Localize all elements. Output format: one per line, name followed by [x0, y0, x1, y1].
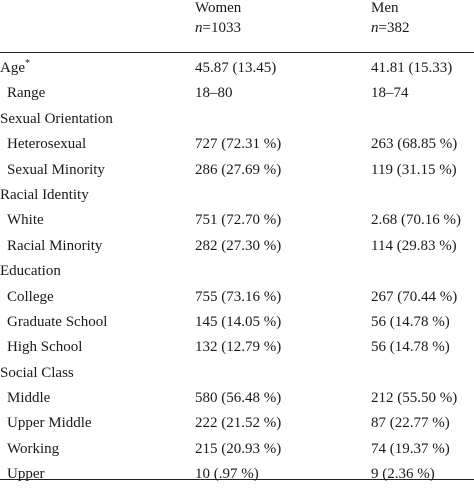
footnote-marker: * — [25, 58, 30, 69]
cell-women: 132 (12.79 %) — [195, 339, 282, 356]
header-men-title: Men — [371, 0, 399, 16]
table-row: Range 18–80 18–74 — [0, 81, 474, 106]
header-men: Men n=382 — [371, 0, 409, 38]
cell-women: 18–80 — [195, 85, 233, 102]
cell-women: 145 (14.05 %) — [195, 313, 282, 330]
cell-women: 755 (73.16 %) — [195, 288, 282, 305]
table-body: Age* 45.87 (13.45) 41.81 (15.33) Range 18–80… — [0, 56, 474, 488]
cell-women: 10 (.97 %) — [195, 466, 259, 483]
cell-women: 282 (27.30 %) — [195, 237, 282, 254]
cell-men: 119 (31.15 %) — [371, 161, 457, 178]
cell-men: 114 (29.83 %) — [371, 237, 457, 254]
cell-men: 212 (55.50 %) — [371, 390, 458, 407]
table-row: Education — [0, 259, 474, 284]
row-label: White — [7, 212, 44, 229]
row-label: Working — [7, 440, 60, 457]
row-label: Racial Identity — [0, 186, 89, 203]
header-men-n: n=382 — [371, 20, 410, 36]
row-label: Middle — [7, 390, 51, 407]
row-label: Social Class — [0, 364, 74, 381]
cell-women: 751 (72.70 %) — [195, 212, 282, 229]
cell-men: 267 (70.44 %) — [371, 288, 458, 305]
cell-women: 222 (21.52 %) — [195, 415, 282, 432]
cell-men: 18–74 — [371, 85, 409, 102]
cell-men: 41.81 (15.33) — [371, 60, 453, 76]
row-label: Heterosexual — [7, 136, 87, 153]
row-label: Age* — [0, 58, 30, 77]
bottom-rule — [0, 479, 474, 480]
header-women-title: Women — [195, 0, 242, 16]
cell-women: 215 (20.93 %) — [195, 440, 282, 457]
table-row: Working 215 (20.93 %) 74 (19.37 %) — [0, 437, 474, 462]
header-women: Women n=1033 — [195, 0, 241, 38]
row-label: Graduate School — [7, 313, 108, 330]
row-label: Sexual Minority — [7, 161, 105, 178]
row-label: Range — [7, 85, 46, 102]
table-row: Sexual Orientation — [0, 107, 474, 132]
cell-men: 56 (14.78 %) — [371, 339, 450, 356]
table-row: Middle 580 (56.48 %) 212 (55.50 %) — [0, 386, 474, 411]
table-row: High School 132 (12.79 %) 56 (14.78 %) — [0, 335, 474, 360]
row-label: Upper Middle — [7, 415, 92, 432]
cell-men: 9 (2.36 %) — [371, 466, 435, 483]
row-label: Sexual Orientation — [0, 110, 113, 127]
cell-women: 45.87 (13.45) — [195, 60, 277, 76]
cell-women: 727 (72.31 %) — [195, 136, 282, 153]
table-row: Social Class — [0, 361, 474, 386]
table-row: College 755 (73.16 %) 267 (70.44 %) — [0, 285, 474, 310]
cell-women: 286 (27.69 %) — [195, 161, 282, 178]
row-label: High School — [7, 339, 83, 356]
table-row: Age* 45.87 (13.45) 41.81 (15.33) — [0, 56, 474, 81]
table-row: Heterosexual 727 (72.31 %) 263 (68.85 %) — [0, 132, 474, 157]
table-header: Women n=1033 Men n=382 — [0, 0, 474, 52]
table-row: Upper Middle 222 (21.52 %) 87 (22.77 %) — [0, 411, 474, 436]
header-rule — [0, 52, 474, 53]
row-label: College — [7, 288, 54, 305]
cell-men: 87 (22.77 %) — [371, 415, 450, 432]
table-row: White 751 (72.70 %) 2.68 (70.16 %) — [0, 208, 474, 233]
row-label: Racial Minority — [7, 237, 103, 254]
cell-men: 2.68 (70.16 %) — [371, 212, 461, 229]
table-row: Graduate School 145 (14.05 %) 56 (14.78 %) — [0, 310, 474, 335]
row-label: Education — [0, 263, 61, 280]
header-women-n: n=1033 — [195, 20, 241, 36]
cell-men: 74 (19.37 %) — [371, 440, 450, 457]
table-row: Racial Minority 282 (27.30 %) 114 (29.83 %… — [0, 234, 474, 259]
row-label: Upper — [7, 466, 45, 483]
table-row: Upper 10 (.97 %) 9 (2.36 %) — [0, 462, 474, 487]
table-row: Racial Identity — [0, 183, 474, 208]
table-row: Sexual Minority 286 (27.69 %) 119 (31.15 %… — [0, 158, 474, 183]
cell-men: 56 (14.78 %) — [371, 313, 450, 330]
cell-men: 263 (68.85 %) — [371, 136, 458, 153]
cell-women: 580 (56.48 %) — [195, 390, 282, 407]
